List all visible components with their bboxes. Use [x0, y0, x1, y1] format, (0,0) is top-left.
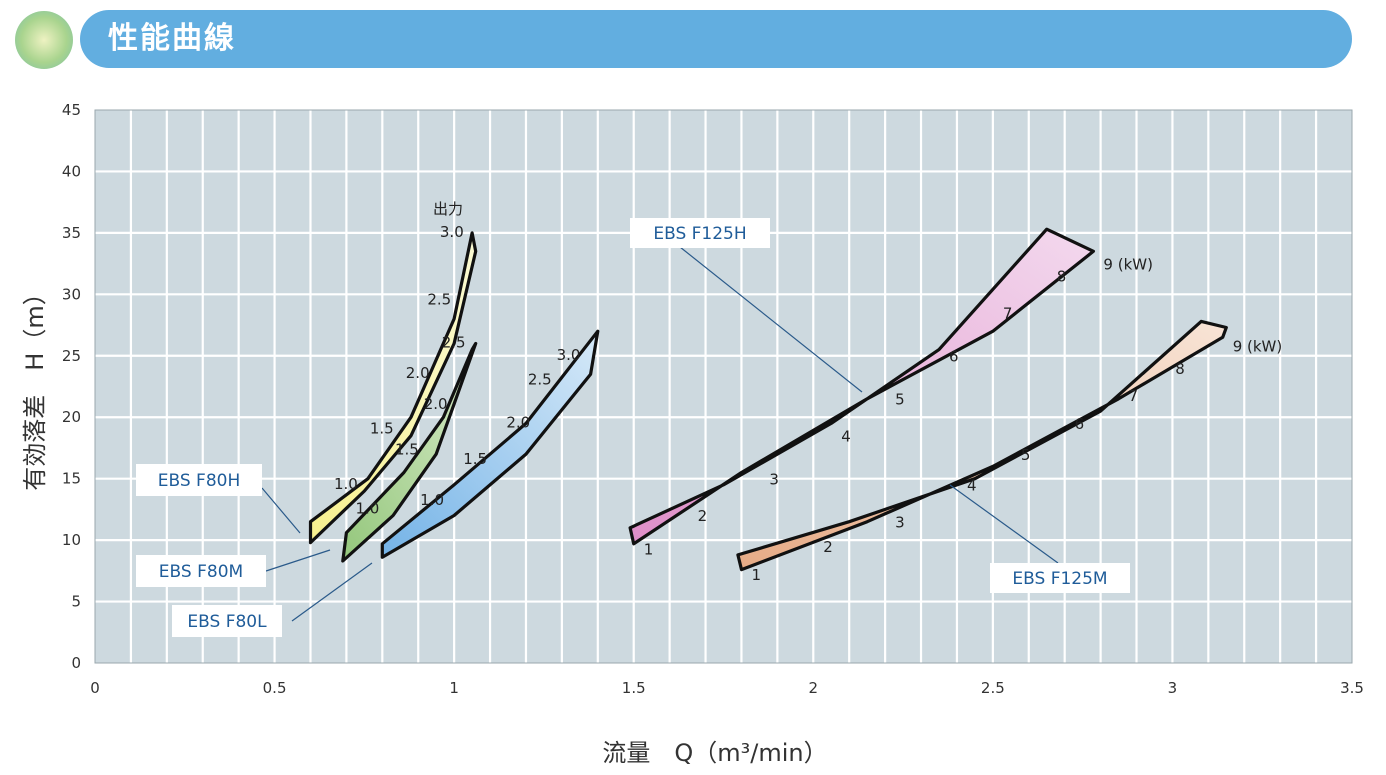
- annotation-output: 出力: [433, 200, 463, 218]
- series-label-box: [630, 218, 770, 248]
- series-label-box: [136, 555, 266, 587]
- power-label: 2.5: [442, 333, 466, 351]
- power-label: 7: [1129, 387, 1139, 405]
- x-tick-label: 2: [809, 679, 819, 697]
- power-label: 8: [1057, 268, 1067, 286]
- x-tick-label: 3: [1168, 679, 1178, 697]
- x-axis-label: 流量 Q（m³/min）: [602, 739, 827, 767]
- power-label: 2.5: [528, 370, 552, 388]
- series-name-label: EBS F80L: [187, 612, 267, 632]
- power-label: 6: [949, 347, 959, 365]
- power-label: 1.5: [370, 420, 394, 438]
- y-tick-label: 20: [62, 408, 81, 426]
- power-label: 2.0: [424, 395, 448, 413]
- power-label: 1: [751, 566, 761, 584]
- y-axis-label: 有効落差 H（m）: [21, 281, 49, 490]
- leader-line: [679, 246, 863, 393]
- power-label: 1.0: [420, 491, 444, 509]
- power-label: 3.0: [557, 346, 581, 364]
- series-label-box: [172, 605, 282, 637]
- power-label: 2.0: [506, 413, 530, 431]
- power-label: 3: [895, 513, 905, 531]
- plot-frame: [94, 109, 1353, 664]
- y-tick-label: 0: [71, 654, 81, 672]
- y-tick-label: 10: [62, 531, 81, 549]
- x-tick-label: 1.5: [622, 679, 646, 697]
- x-tick-label: 2.5: [981, 679, 1005, 697]
- power-label: 2.0: [406, 364, 430, 382]
- series-region-ebs-f80m: [341, 341, 478, 563]
- series-name-label: EBS F80M: [159, 562, 243, 582]
- power-label: 1.5: [395, 440, 419, 458]
- leader-line: [265, 549, 331, 572]
- leader-line: [949, 484, 1059, 564]
- y-tick-label: 25: [62, 347, 81, 365]
- series-label-box: [990, 563, 1130, 593]
- header-circle-ornament: [15, 11, 73, 69]
- leader-line: [291, 562, 373, 622]
- series-region-ebs-f125m: [736, 319, 1228, 572]
- power-label: 2.5: [427, 290, 451, 308]
- power-label: 5: [1021, 446, 1031, 464]
- power-label: 2: [823, 538, 833, 556]
- power-label: 9 (kW): [1233, 338, 1283, 356]
- y-tick-label: 30: [62, 285, 81, 303]
- power-label: 6: [1075, 415, 1085, 433]
- power-label: 1: [644, 540, 654, 558]
- series-region-ebs-f125h: [628, 227, 1096, 546]
- y-tick-label: 45: [62, 101, 81, 119]
- series-region-ebs-f80l: [380, 329, 600, 559]
- power-label: 8: [1175, 360, 1185, 378]
- power-label: 4: [967, 477, 977, 495]
- power-label: 1.0: [334, 475, 358, 493]
- x-tick-label: 0.5: [263, 679, 287, 697]
- series-name-label: EBS F80H: [158, 471, 241, 491]
- series-name-label: EBS F125M: [1012, 569, 1107, 589]
- plot-background: [95, 110, 1352, 663]
- leader-line: [261, 487, 301, 534]
- y-tick-label: 5: [71, 593, 81, 611]
- y-tick-label: 40: [62, 162, 81, 180]
- series-name-label: EBS F125H: [653, 224, 746, 244]
- x-tick-label: 1: [449, 679, 459, 697]
- power-label: 5: [895, 391, 905, 409]
- y-tick-label: 35: [62, 224, 81, 242]
- page-title: 性能曲線: [108, 21, 236, 56]
- power-label: 1.5: [463, 450, 487, 468]
- power-label: 7: [1003, 304, 1013, 322]
- header-bar: [80, 10, 1352, 68]
- power-label: 4: [841, 427, 851, 445]
- grid: [94, 109, 1353, 664]
- labels-layer: 1.0 1.5 2.0 2.5 3.0 EBS F80H 1.0 1.5 2.0 2.5 EBS F…: [136, 218, 1282, 637]
- power-label: 3: [769, 470, 779, 488]
- x-tick-label: 3.5: [1340, 679, 1364, 697]
- series-label-box: [136, 464, 262, 496]
- series-region-ebs-f80h: [308, 231, 478, 545]
- series-layer: [308, 227, 1228, 572]
- power-label: 1.0: [355, 499, 379, 517]
- x-tick-label: 0: [90, 679, 100, 697]
- y-tick-label: 15: [62, 470, 81, 488]
- power-label: 3.0: [440, 223, 464, 241]
- power-label: 9 (kW): [1103, 255, 1153, 273]
- power-label: 2: [698, 507, 708, 525]
